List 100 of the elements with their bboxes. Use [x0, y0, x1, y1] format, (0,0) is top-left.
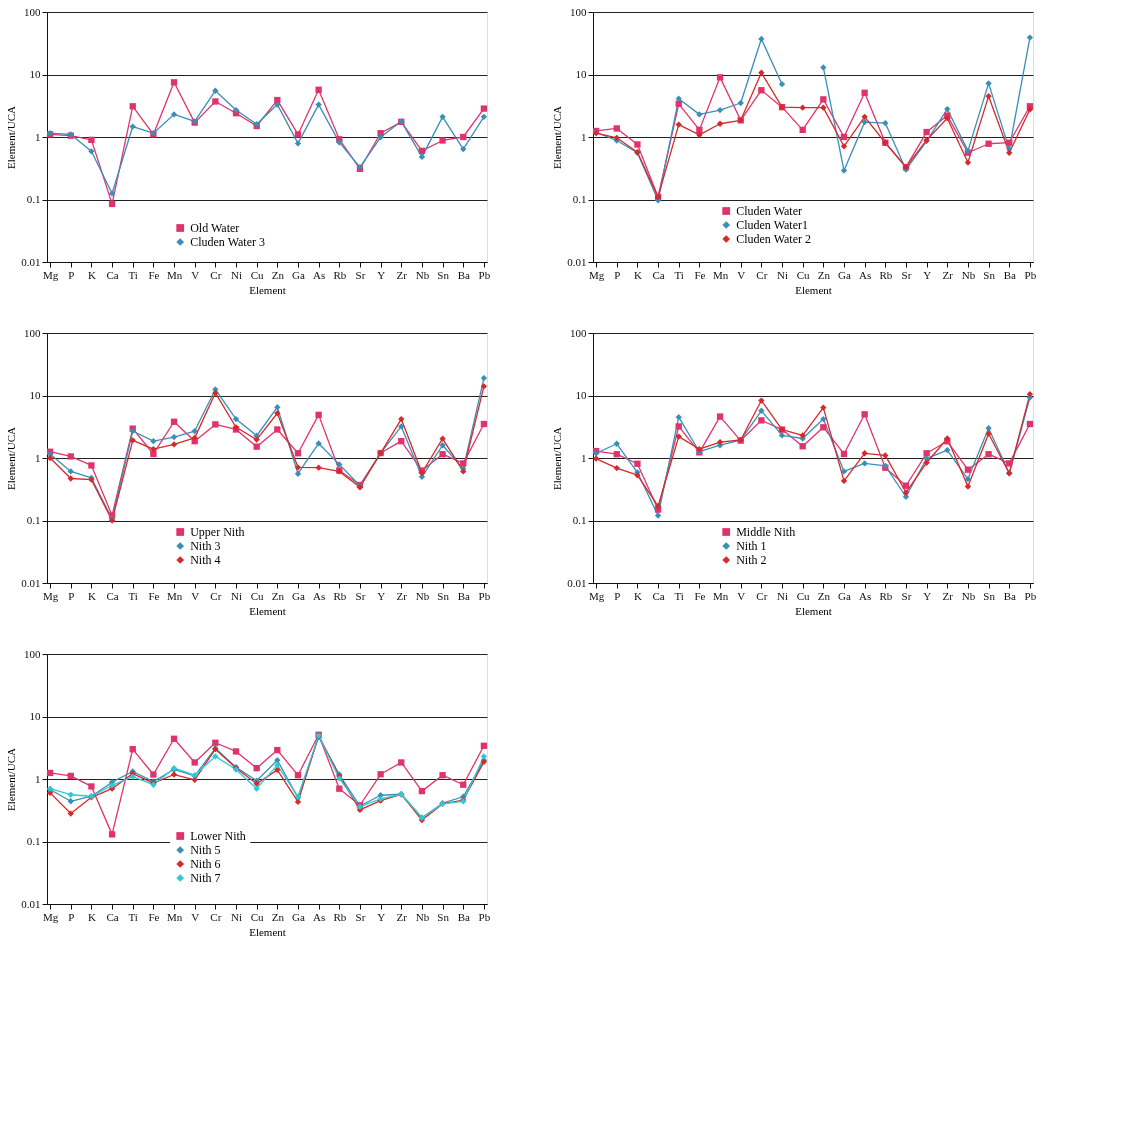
x-tick-label: Cr [756, 268, 768, 281]
legend-label: Cluden Water 3 [190, 235, 265, 249]
y-tick-label: 10 [29, 389, 41, 401]
y-tick-label: 1 [35, 451, 41, 464]
x-tick-label: K [87, 589, 96, 602]
x-tick-label: Sn [983, 589, 996, 602]
x-tick-label: Mg [588, 589, 605, 602]
y-axis-title: Element/UCA [551, 426, 564, 490]
x-tick-label: Fe [148, 910, 160, 923]
x-tick-label: Ni [231, 268, 243, 281]
y-tick-label: 10 [29, 710, 41, 722]
x-tick-label: Mg [42, 910, 59, 923]
x-tick-label: Sn [983, 268, 996, 281]
y-tick-label: 0.1 [26, 193, 41, 205]
x-tick-label: Mg [588, 268, 605, 281]
x-tick-label: Zn [271, 910, 285, 923]
x-tick-label: Ti [674, 268, 684, 281]
x-tick-label: Y [377, 268, 386, 281]
x-tick-label: As [313, 268, 326, 281]
x-tick-label: As [313, 589, 326, 602]
x-tick-label: Pb [478, 589, 491, 602]
x-tick-label: Ca [652, 589, 665, 602]
x-tick-label: Ni [777, 589, 789, 602]
x-tick-label: Ti [128, 910, 138, 923]
x-tick-label: Rb [879, 589, 893, 602]
x-tick-label: Ni [231, 910, 243, 923]
x-tick-label: Ba [1003, 589, 1016, 602]
x-tick-label: Mn [166, 589, 183, 602]
x-tick-label: Ba [457, 589, 470, 602]
x-tick-label: Ti [674, 589, 684, 602]
x-tick-label: P [614, 268, 621, 281]
y-tick-label: 100 [24, 5, 41, 18]
legend-label: Nith 1 [736, 539, 767, 553]
x-tick-label: Sr [355, 589, 366, 602]
x-tick-label: Cu [250, 268, 265, 281]
x-tick-label: Zn [271, 589, 285, 602]
legend-label: Cluden Water 2 [736, 232, 811, 246]
legend-label: Upper Nith [190, 525, 245, 539]
y-tick-label: 0.1 [572, 514, 587, 526]
x-axis-title: Element [249, 283, 286, 296]
x-tick-label: Sn [437, 268, 450, 281]
x-tick-label: Y [923, 268, 932, 281]
x-tick-label: Zr [942, 268, 954, 281]
y-tick-label: 0.1 [26, 514, 41, 526]
y-axis-title: Element/UCA [551, 105, 564, 169]
x-tick-label: Mn [166, 268, 183, 281]
x-tick-label: Fe [694, 589, 706, 602]
x-tick-label: Ba [1003, 268, 1016, 281]
x-tick-label: Zr [942, 589, 954, 602]
x-tick-label: Mg [42, 268, 59, 281]
x-tick-label: Ni [777, 268, 789, 281]
y-axis-title: Element/UCA [5, 747, 18, 811]
x-tick-label: Fe [148, 268, 160, 281]
x-tick-label: Sr [901, 268, 912, 281]
y-tick-label: 0.01 [21, 576, 41, 589]
x-tick-label: Ga [292, 589, 306, 602]
x-tick-label: V [191, 268, 200, 281]
x-tick-label: Nb [415, 910, 430, 923]
x-tick-label: Sn [437, 910, 450, 923]
x-tick-label: Sr [901, 589, 912, 602]
x-tick-label: V [191, 910, 200, 923]
x-tick-label: K [633, 589, 642, 602]
x-tick-label: As [859, 589, 872, 602]
x-tick-label: Cu [250, 910, 265, 923]
legend-label: Cluden Water [736, 204, 802, 218]
x-tick-label: Sr [355, 910, 366, 923]
legend-label: Nith 6 [190, 857, 221, 871]
y-tick-label: 100 [570, 326, 587, 339]
x-tick-label: V [191, 589, 200, 602]
x-tick-label: Nb [415, 589, 430, 602]
y-axis-title: Element/UCA [5, 105, 18, 169]
legend-label: Old Water [190, 221, 240, 235]
x-tick-label: Sr [355, 268, 366, 281]
x-tick-label: Cu [796, 268, 811, 281]
y-tick-label: 0.01 [567, 576, 587, 589]
x-tick-label: K [633, 268, 642, 281]
x-tick-label: Pb [1024, 268, 1037, 281]
legend-label: Lower Nith [190, 829, 246, 843]
x-tick-label: Ca [106, 268, 119, 281]
y-tick-label: 0.01 [21, 255, 41, 268]
x-tick-label: P [68, 589, 75, 602]
x-tick-label: Pb [1024, 589, 1037, 602]
legend-label: Cluden Water1 [736, 218, 808, 232]
legend-label: Nith 7 [190, 871, 221, 885]
x-tick-label: P [68, 910, 75, 923]
y-tick-label: 10 [575, 68, 587, 80]
legend-label: Nith 2 [736, 553, 767, 567]
x-tick-label: Y [377, 589, 386, 602]
y-tick-label: 100 [570, 5, 587, 18]
x-tick-label: K [87, 268, 96, 281]
x-tick-label: Cu [796, 589, 811, 602]
x-tick-label: Nb [415, 268, 430, 281]
x-tick-label: K [87, 910, 96, 923]
x-tick-label: P [614, 589, 621, 602]
x-axis-title: Element [249, 604, 286, 617]
x-tick-label: Mn [166, 910, 183, 923]
x-axis-title: Element [795, 283, 832, 296]
legend-label: Nith 3 [190, 539, 221, 553]
x-tick-label: V [737, 268, 746, 281]
x-tick-label: Mn [712, 589, 729, 602]
